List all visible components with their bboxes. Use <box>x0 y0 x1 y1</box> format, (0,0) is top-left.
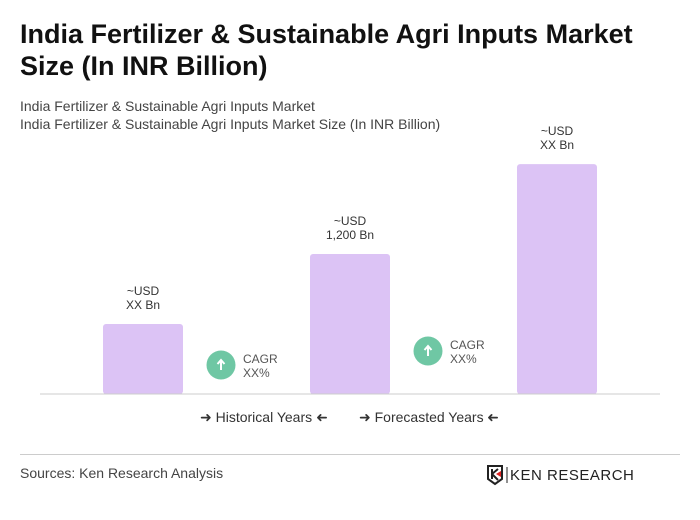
data-label: ~USD <box>541 124 574 138</box>
data-label: ~USD <box>334 214 367 228</box>
arrow-up-icon <box>423 344 433 356</box>
divider <box>20 454 680 455</box>
data-label: ~USD <box>127 284 160 298</box>
data-label: XX Bn <box>540 138 574 152</box>
bar <box>310 254 390 394</box>
subtitle: India Fertilizer & Sustainable Agri Inpu… <box>20 98 315 114</box>
cagr-label: XX% <box>243 366 270 380</box>
cagr-label: XX% <box>450 352 477 366</box>
data-label: XX Bn <box>126 298 160 312</box>
svg-text:KEN RESEARCH: KEN RESEARCH <box>510 467 634 484</box>
cagr-label: CAGR <box>450 338 485 352</box>
legend-label: Historical Years <box>215 409 313 425</box>
data-label: 1,200 Bn <box>326 228 374 242</box>
source-text: Sources: Ken Research Analysis <box>20 465 224 481</box>
legend-historical: ➜ Historical Years ➜ <box>200 409 328 425</box>
legend-label: Forecasted Years <box>374 409 484 425</box>
bar <box>103 324 183 394</box>
legend-forecasted: ➜ Forecasted Years ➜ <box>359 409 500 425</box>
ken-research-logo: KEN RESEARCH <box>487 465 634 486</box>
subtitle-secondary: India Fertilizer & Sustainable Agri Inpu… <box>20 116 441 132</box>
arrow-up-icon <box>216 358 226 370</box>
bar <box>517 164 597 394</box>
cagr-label: CAGR <box>243 352 278 366</box>
page-title: India Fertilizer & Sustainable Agri Inpu… <box>20 19 633 81</box>
